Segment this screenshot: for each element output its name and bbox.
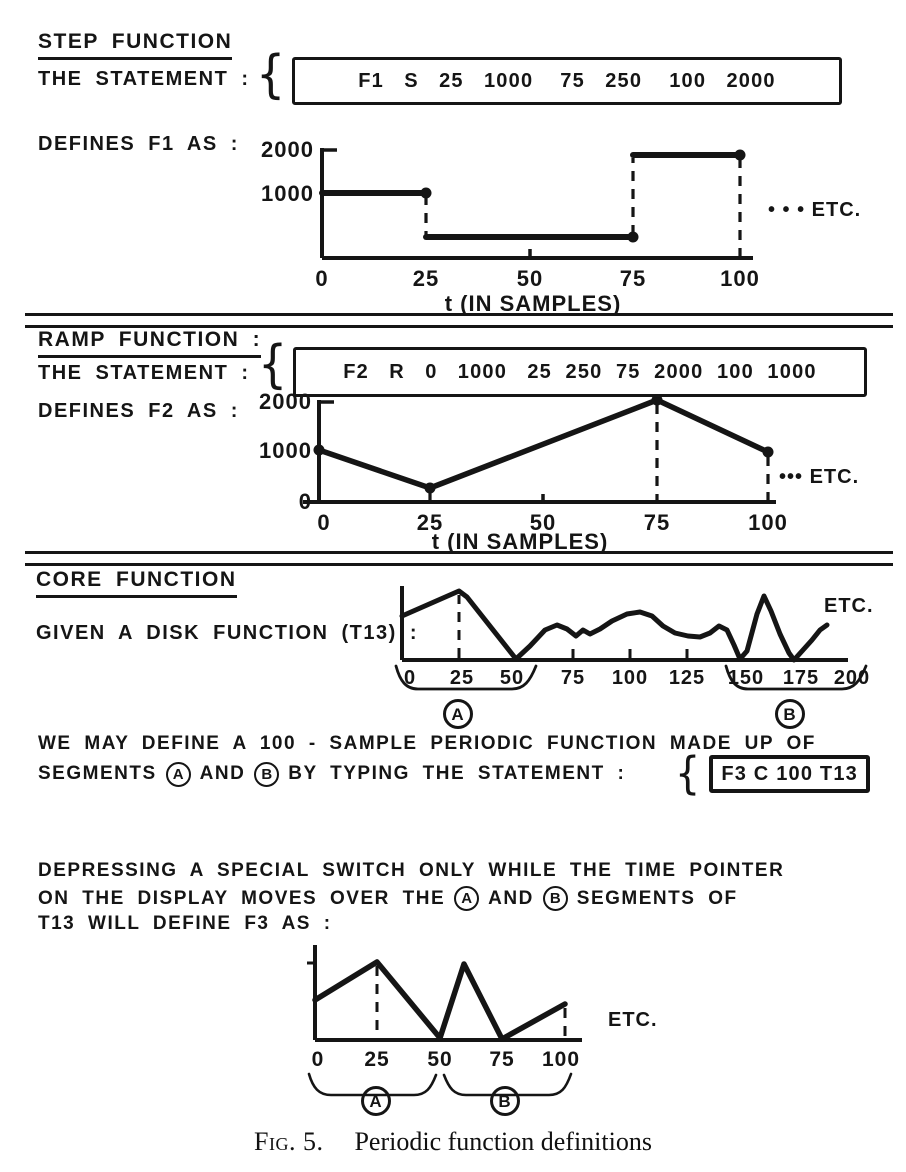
svg-text:100: 100 (542, 1048, 580, 1071)
periodic-text-line2: SEGMENTS A AND B BY TYPING THE STATEMENT… (38, 748, 870, 800)
circled-a-inline2: A (454, 886, 480, 911)
ramp-plot: 2000 1000 00 25 50 75 100 ••• ETC. t (IN SAMPLES… (259, 389, 859, 554)
section-divider (25, 551, 893, 566)
svg-text:100: 100 (612, 667, 648, 689)
ramp-statement-label: THE STATEMENT : (38, 362, 250, 384)
core-given-label: GIVEN A DISK FUNCTION (T13) : (36, 622, 419, 644)
step-defines-label: DEFINES F1 AS : (38, 133, 239, 155)
step-statement-text: F1 S 25 1000 75 250 100 2000 (358, 69, 776, 92)
svg-text:75: 75 (644, 510, 670, 535)
disk-function-plot: 0 25 50 75 100 125 150 175 200 ETC. A B (394, 586, 874, 729)
and-word2: AND (488, 887, 534, 909)
step-statement-label: THE STATEMENT : (38, 68, 250, 90)
svg-text:••• ETC.: ••• ETC. (779, 466, 859, 488)
segments-word: SEGMENTS (38, 763, 157, 784)
circled-b-inline: B (254, 761, 280, 787)
svg-text:100: 100 (748, 510, 788, 535)
figure-caption: Fig. 5. Periodic function definitions (0, 1127, 906, 1157)
ramp-statement-brace: { (258, 333, 288, 395)
ramp-defines-label: DEFINES F2 AS : (38, 400, 239, 422)
svg-text:25: 25 (417, 510, 443, 535)
svg-text:B: B (783, 705, 796, 724)
caption-fig-number: Fig. 5. (254, 1127, 324, 1156)
step-plot: 2000 1000 0 25 50 75 100 • • • ETC. t (IN SAMPLE… (261, 137, 861, 316)
segments-phrase: SEGMENTS A AND B BY TYPING THE STATEMENT… (38, 761, 626, 787)
segments-of-phrase: SEGMENTS OF (576, 887, 738, 909)
svg-text:50: 50 (530, 510, 556, 535)
svg-text:B: B (498, 1092, 511, 1111)
f3-statement-text: F3 C 100 T13 (721, 762, 858, 785)
and-word: AND (199, 763, 246, 784)
svg-text:0: 0 (315, 266, 328, 291)
svg-text:25: 25 (364, 1048, 389, 1071)
f3-plot: 0 25 50 75 100 ETC. A B (307, 945, 658, 1116)
svg-text:2000: 2000 (261, 137, 314, 162)
periodic-text-line1: WE MAY DEFINE A 100 - SAMPLE PERIODIC FU… (38, 733, 816, 754)
caption-text: Periodic function definitions (354, 1127, 652, 1156)
svg-text:1000: 1000 (259, 438, 312, 463)
svg-text:75: 75 (489, 1048, 514, 1071)
f3-statement-group: { F3 C 100 T13 (674, 748, 870, 800)
svg-text:1000: 1000 (261, 181, 314, 206)
svg-text:ETC.: ETC. (824, 595, 874, 617)
svg-text:0: 0 (404, 667, 416, 689)
svg-text:175: 175 (783, 667, 819, 689)
svg-text:75: 75 (620, 266, 646, 291)
svg-text:150: 150 (728, 667, 764, 689)
svg-text:50: 50 (427, 1048, 452, 1071)
svg-text:25: 25 (450, 667, 474, 689)
svg-text:100: 100 (720, 266, 760, 291)
svg-text:• • • ETC.: • • • ETC. (768, 199, 861, 221)
svg-text:75: 75 (561, 667, 585, 689)
step-statement-brace: { (256, 43, 286, 105)
step-statement-box: F1 S 25 1000 75 250 100 2000 (292, 57, 842, 105)
core-section-title: CORE FUNCTION (36, 568, 237, 598)
svg-text:0: 0 (317, 510, 330, 535)
svg-text:t (IN SAMPLES): t (IN SAMPLES) (445, 291, 622, 316)
svg-text:50: 50 (500, 667, 524, 689)
display-moves-phrase: ON THE DISPLAY MOVES OVER THE (38, 887, 446, 909)
switch-text-line1: DEPRESSING A SPECIAL SWITCH ONLY WHILE T… (38, 860, 785, 881)
switch-text-line3: T13 WILL DEFINE F3 AS : (38, 913, 332, 934)
ramp-statement-box: F2 R 0 1000 25 250 75 2000 100 1000 (293, 347, 867, 397)
svg-text:0: 0 (299, 489, 312, 514)
typing-statement-phrase: BY TYPING THE STATEMENT : (288, 763, 626, 784)
svg-text:A: A (451, 705, 464, 724)
svg-text:25: 25 (413, 266, 439, 291)
svg-text:125: 125 (669, 667, 705, 689)
f3-statement-box: F3 C 100 T13 (709, 755, 870, 793)
switch-text-line2: ON THE DISPLAY MOVES OVER THE A AND B SE… (38, 886, 738, 911)
svg-text:2000: 2000 (259, 389, 312, 414)
circled-a-inline: A (165, 761, 191, 787)
svg-text:200: 200 (834, 667, 870, 689)
section-divider (25, 313, 893, 328)
f3-statement-brace: { (674, 748, 701, 800)
svg-text:50: 50 (517, 266, 543, 291)
circled-b-inline2: B (542, 886, 568, 911)
svg-text:ETC.: ETC. (608, 1009, 658, 1031)
step-section-title: STEP FUNCTION (38, 30, 233, 60)
ramp-section-title: RAMP FUNCTION : (38, 328, 262, 358)
svg-text:0: 0 (312, 1048, 325, 1071)
ramp-statement-text: F2 R 0 1000 25 250 75 2000 100 1000 (343, 360, 817, 383)
svg-text:A: A (369, 1092, 382, 1111)
svg-text:t (IN SAMPLES): t (IN SAMPLES) (432, 529, 609, 554)
